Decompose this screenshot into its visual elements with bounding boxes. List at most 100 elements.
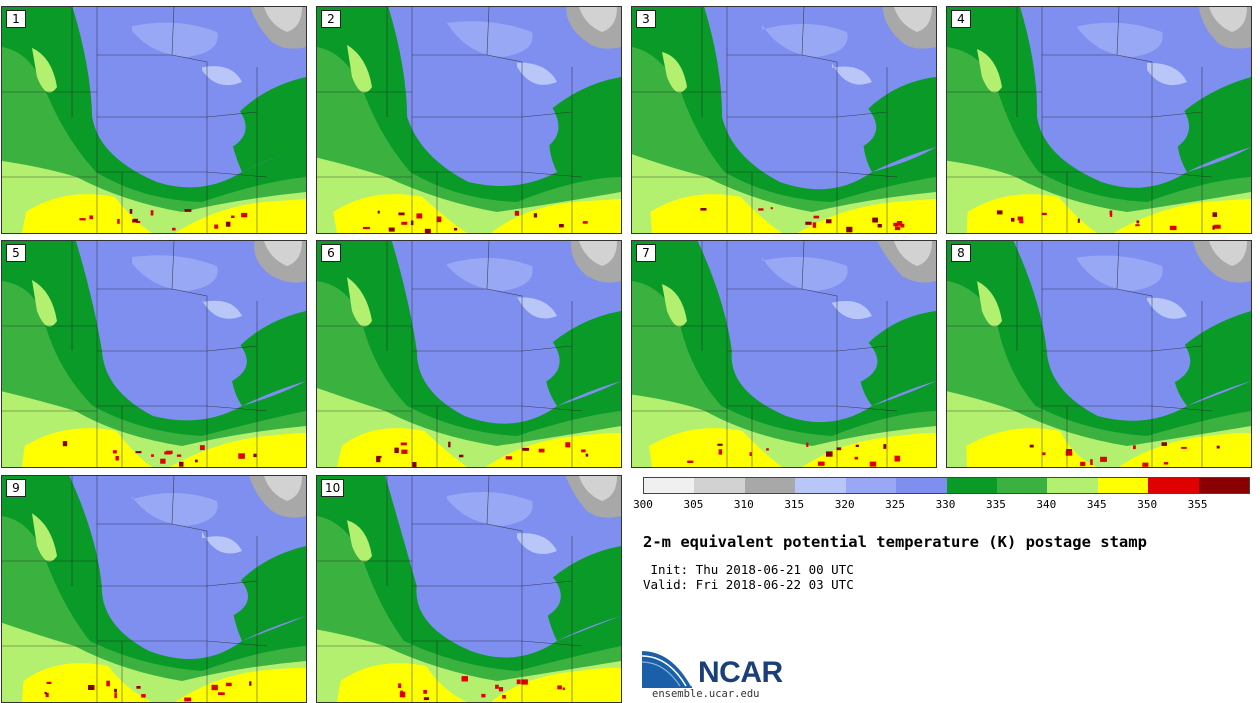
theta-e-345-350 xyxy=(491,199,621,233)
theta-e-315-320 xyxy=(517,62,557,85)
stamp-panel: 7 xyxy=(631,240,937,468)
theta-e-350-plus xyxy=(136,686,141,689)
theta-e-340-345 xyxy=(32,513,57,562)
theta-e-350-plus xyxy=(114,688,117,692)
theta-e-325-330 xyxy=(818,331,878,386)
state-border xyxy=(801,54,838,172)
theta-e-350-plus xyxy=(585,453,589,457)
state-border xyxy=(171,523,208,641)
theta-e-350-plus xyxy=(718,449,723,455)
theta-e-350-plus xyxy=(423,697,430,700)
theta-e-320-325 xyxy=(132,22,218,57)
color-scale-tick-label: 325 xyxy=(885,498,906,511)
theta-e-320-325 xyxy=(132,255,218,291)
theta-e-320-325 xyxy=(447,21,533,57)
theta-e-315-320 xyxy=(517,296,557,319)
theta-e-325-330 xyxy=(182,562,249,621)
theta-e-350-plus xyxy=(1017,216,1024,221)
theta-e-350-plus xyxy=(1109,214,1113,217)
theta-e-350-plus xyxy=(481,693,486,698)
theta-e-350-plus xyxy=(813,215,820,219)
map xyxy=(632,7,936,233)
theta-e-305-310 xyxy=(1209,241,1247,266)
panel-number: 8 xyxy=(951,244,971,262)
theta-e-305-310 xyxy=(264,476,302,501)
theta-e-350-plus xyxy=(996,210,1003,215)
stamp-panel: 5 xyxy=(1,240,307,468)
state-border xyxy=(486,523,523,641)
valid-time: Valid: Fri 2018-06-22 03 UTC xyxy=(643,577,854,592)
state-border xyxy=(801,288,838,406)
map xyxy=(947,7,1251,233)
theta-e-350-plus xyxy=(1019,220,1024,224)
ncar-logo-icon xyxy=(642,648,693,688)
color-scale-segment xyxy=(896,478,947,493)
theta-e-350-plus xyxy=(557,685,562,690)
theta-e-320-325 xyxy=(1077,255,1163,291)
theta-e-325-330 xyxy=(1135,329,1191,386)
theta-e-320-325 xyxy=(1077,22,1163,57)
color-scale-tick-label: 350 xyxy=(1137,498,1158,511)
theta-e-350-plus xyxy=(1042,452,1046,456)
theta-e-350-plus xyxy=(817,461,825,466)
theta-e-350-plus xyxy=(448,441,451,448)
state-border xyxy=(171,288,208,406)
color-scale-segment xyxy=(946,478,997,493)
state-border xyxy=(1116,54,1153,172)
theta-e-305-310 xyxy=(894,241,932,266)
theta-e-350-plus xyxy=(398,683,402,689)
theta-e-350-plus xyxy=(749,452,752,456)
theta-e-350-plus xyxy=(416,213,423,219)
theta-e-350-plus xyxy=(195,459,198,463)
theta-e-350-plus xyxy=(376,456,381,463)
theta-e-350-plus xyxy=(225,221,231,227)
theta-e-350-plus xyxy=(1181,446,1187,449)
theta-e-345-350 xyxy=(490,667,621,702)
panel-number: 7 xyxy=(636,244,656,262)
theta-e-340-345 xyxy=(347,44,372,93)
color-scale-segment xyxy=(996,478,1048,493)
theta-e-315-320 xyxy=(517,533,557,555)
theta-e-350-plus xyxy=(106,680,110,687)
state-border xyxy=(1151,111,1203,118)
theta-e-350-plus xyxy=(129,209,133,214)
theta-e-330-335 xyxy=(859,77,936,172)
color-scale-segment xyxy=(845,478,897,493)
panel-number: 1 xyxy=(6,10,26,28)
panel-number: 4 xyxy=(951,10,971,28)
theta-e-350-plus xyxy=(363,226,370,230)
theta-e-340-345 xyxy=(347,277,372,327)
theta-e-340-345 xyxy=(662,51,687,93)
theta-e-350-plus xyxy=(132,218,138,223)
theta-e-350-plus xyxy=(214,224,219,229)
stamp-panel: 8 xyxy=(946,240,1252,468)
theta-e-350-plus xyxy=(895,226,901,231)
theta-e-350-plus xyxy=(894,455,901,462)
theta-e-305-310 xyxy=(1209,7,1247,32)
theta-e-350-plus xyxy=(502,695,506,699)
theta-e-350-plus xyxy=(581,449,586,453)
theta-e-330-335 xyxy=(227,77,306,172)
theta-e-350-plus xyxy=(160,458,166,464)
theta-e-330-335 xyxy=(229,546,306,641)
theta-e-350-plus xyxy=(135,451,142,454)
theta-e-330-335 xyxy=(542,77,621,172)
state-border xyxy=(206,111,258,118)
theta-e-350-plus xyxy=(1136,220,1140,224)
state-border xyxy=(521,111,573,118)
theta-e-350-plus xyxy=(79,218,86,221)
theta-e-350-plus xyxy=(896,221,903,226)
theta-e-350-plus xyxy=(394,447,399,454)
color-scale-segment xyxy=(744,478,796,493)
theta-e-340-345 xyxy=(32,280,57,327)
theta-e-350-plus xyxy=(115,456,119,461)
theta-e-315-320 xyxy=(202,300,242,319)
theta-e-350-plus xyxy=(805,221,812,225)
theta-e-350-plus xyxy=(241,212,248,218)
map xyxy=(2,7,306,233)
theta-e-350-plus xyxy=(1214,224,1221,229)
theta-e-320-325 xyxy=(762,256,848,291)
theta-e-330-335 xyxy=(231,311,306,406)
map xyxy=(632,241,936,467)
theta-e-350-plus xyxy=(538,448,545,453)
